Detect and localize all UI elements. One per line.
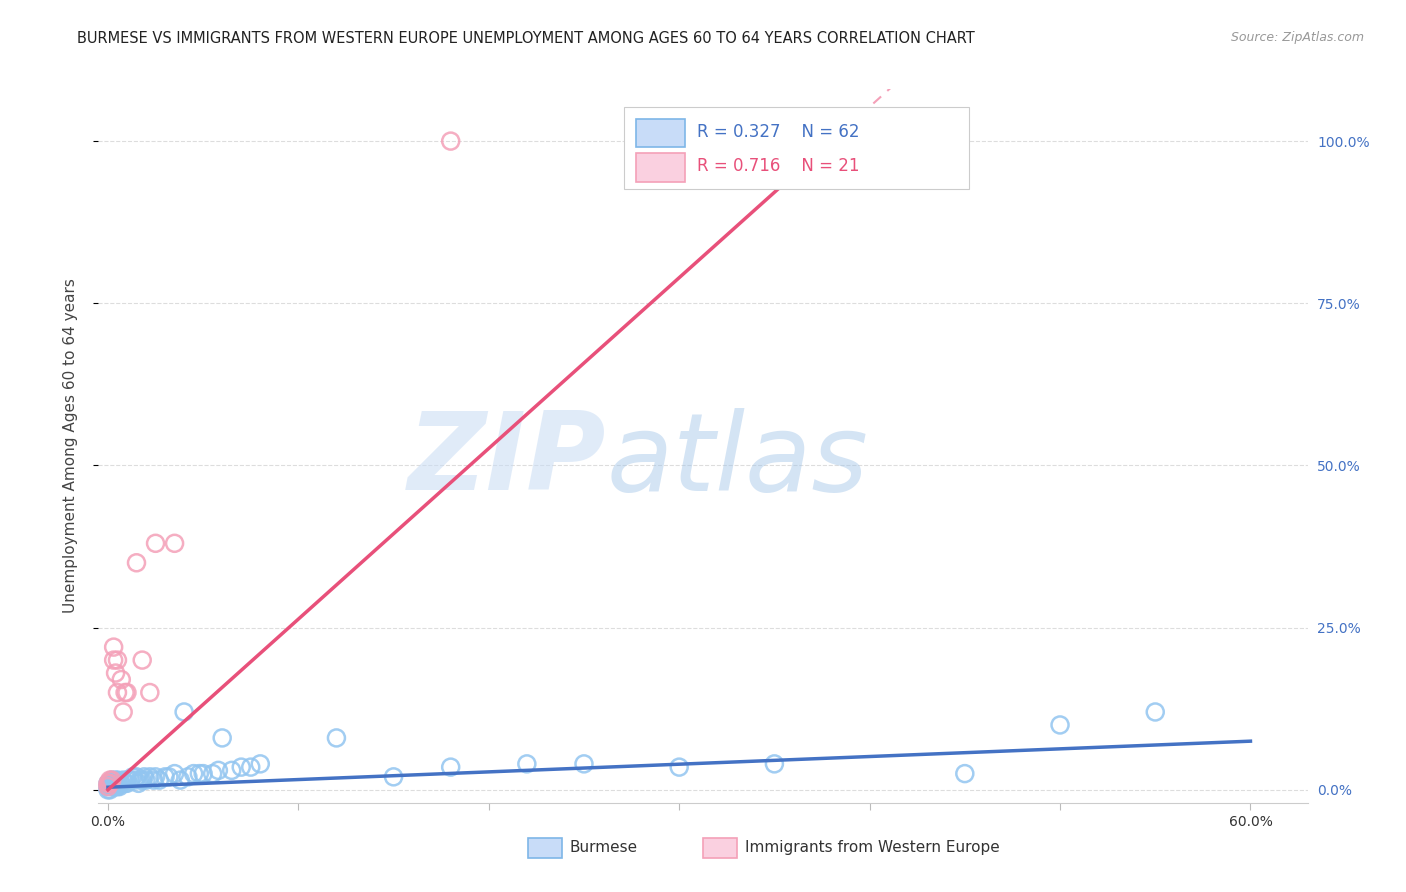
Point (139, 770, 162, 784)
Point (135, 773, 157, 788)
Point (169, 773, 191, 788)
Point (100, 773, 122, 788)
Point (820, 134, 842, 148)
Point (1144, 705, 1167, 719)
Point (97, 776, 120, 790)
Point (249, 756, 271, 771)
Point (98, 773, 121, 788)
Point (103, 780, 125, 794)
Point (157, 770, 180, 784)
Text: BURMESE VS IMMIGRANTS FROM WESTERN EUROPE UNEMPLOYMENT AMONG AGES 60 TO 64 YEARS: BURMESE VS IMMIGRANTS FROM WESTERN EUROP… (77, 31, 976, 46)
Point (97, 780, 120, 794)
Point (131, 653, 153, 667)
Text: ZIP: ZIP (408, 408, 606, 513)
Point (148, 773, 170, 788)
Point (127, 776, 149, 790)
Point (114, 685, 136, 699)
Text: R = 0.716    N = 21: R = 0.716 N = 21 (697, 157, 859, 175)
Point (103, 640, 125, 654)
Point (142, 773, 165, 788)
Point (97, 782, 120, 797)
Point (188, 766, 211, 780)
Point (145, 770, 167, 784)
Point (107, 773, 129, 788)
Point (104, 780, 127, 794)
FancyBboxPatch shape (703, 838, 737, 858)
Point (107, 776, 129, 790)
Text: Immigrants from Western Europe: Immigrants from Western Europe (745, 840, 1000, 855)
Point (115, 685, 138, 699)
Point (211, 731, 233, 745)
Point (107, 653, 129, 667)
Point (201, 766, 224, 780)
Point (139, 685, 162, 699)
Point (112, 773, 135, 788)
Point (124, 773, 146, 788)
Point (221, 764, 243, 778)
Point (125, 556, 148, 570)
Point (572, 756, 595, 771)
Point (100, 776, 122, 790)
FancyBboxPatch shape (637, 153, 685, 182)
Point (100, 773, 122, 788)
Point (191, 766, 214, 780)
Point (108, 776, 131, 790)
Point (239, 760, 262, 774)
Point (325, 731, 347, 745)
Y-axis label: Unemployment Among Ages 60 to 64 years: Unemployment Among Ages 60 to 64 years (63, 278, 77, 614)
Point (440, 760, 463, 774)
Text: Source: ZipAtlas.com: Source: ZipAtlas.com (1230, 31, 1364, 45)
Point (108, 780, 131, 794)
Text: atlas: atlas (606, 408, 868, 513)
Point (110, 776, 132, 790)
Point (163, 536, 186, 550)
Point (763, 756, 786, 771)
Point (153, 770, 176, 784)
Point (440, 134, 463, 148)
Point (121, 770, 143, 784)
Point (668, 760, 690, 774)
Point (98, 776, 121, 790)
Point (103, 776, 125, 790)
Point (97, 780, 120, 794)
Text: Burmese: Burmese (569, 840, 638, 855)
Point (114, 776, 136, 790)
Point (104, 773, 127, 788)
Point (163, 766, 186, 780)
Point (953, 766, 976, 780)
Point (107, 780, 129, 794)
Point (107, 685, 129, 699)
Point (110, 673, 132, 687)
Point (129, 773, 152, 788)
Point (98, 780, 121, 794)
Point (382, 770, 405, 784)
Point (100, 780, 122, 794)
FancyBboxPatch shape (527, 838, 561, 858)
Point (173, 705, 195, 719)
FancyBboxPatch shape (637, 119, 685, 147)
Point (98, 782, 121, 797)
Point (115, 773, 138, 788)
Point (120, 773, 142, 788)
Point (112, 705, 135, 719)
Point (103, 653, 125, 667)
Point (131, 773, 153, 788)
Point (125, 770, 148, 784)
Point (183, 766, 205, 780)
Text: R = 0.327    N = 62: R = 0.327 N = 62 (697, 123, 859, 141)
Point (134, 770, 156, 784)
Point (145, 536, 167, 550)
Point (207, 764, 229, 778)
Point (97, 776, 120, 790)
Point (516, 756, 538, 771)
Point (98, 776, 121, 790)
Point (115, 776, 138, 790)
Point (104, 666, 127, 681)
Point (231, 760, 253, 774)
Point (1049, 718, 1071, 732)
Point (177, 770, 200, 784)
FancyBboxPatch shape (624, 107, 969, 189)
